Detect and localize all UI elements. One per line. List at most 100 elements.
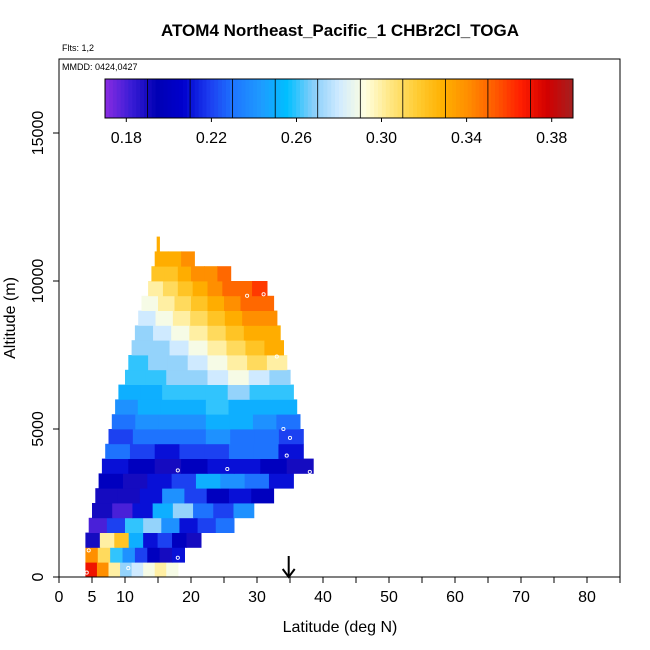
- heatmap-cell: [85, 547, 99, 563]
- heatmap-layers: [85, 236, 314, 578]
- heatmap-cell: [271, 384, 294, 400]
- sample-points: [84, 292, 312, 575]
- colorbar-segment: [276, 79, 281, 118]
- sample-point: [225, 466, 230, 472]
- heatmap-cell: [156, 236, 160, 252]
- colorbar-segment: [378, 79, 383, 118]
- heatmap-cell: [276, 414, 301, 430]
- colorbar-segment: [112, 79, 118, 118]
- colorbar-segment: [518, 79, 523, 118]
- colorbar-segment: [346, 79, 352, 118]
- colorbar-segment: [467, 79, 473, 118]
- heatmap-cell: [154, 251, 169, 267]
- heatmap-cell: [213, 503, 235, 519]
- colorbar-segment: [249, 79, 254, 118]
- heatmap-cell: [137, 399, 162, 415]
- heatmap-cell: [172, 503, 194, 519]
- colorbar-segment: [288, 79, 293, 118]
- colorbar-segment: [280, 79, 285, 118]
- colorbar-segment: [292, 79, 297, 118]
- heatmap-cell: [207, 369, 229, 385]
- colorbar-segment: [495, 79, 500, 118]
- heatmap-cell: [140, 384, 163, 400]
- colorbar-segment: [128, 79, 133, 118]
- heatmap-cell: [95, 488, 119, 504]
- heatmap-cell: [243, 325, 263, 341]
- colorbar-segment: [389, 79, 395, 118]
- colorbar-segment: [233, 79, 239, 118]
- heatmap-cell: [242, 310, 261, 326]
- colorbar-segment: [342, 79, 348, 118]
- sample-point: [86, 548, 91, 553]
- heatmap-cell: [269, 369, 291, 385]
- colorbar-segment: [417, 79, 422, 118]
- colorbar-segment: [105, 79, 110, 118]
- colorbar-segment: [514, 79, 519, 118]
- heatmap-cell: [145, 369, 167, 385]
- colorbar-segment: [350, 79, 356, 118]
- heatmap-cell: [228, 488, 252, 504]
- x-tick-label: 60: [446, 589, 464, 606]
- heatmap-cell: [101, 458, 129, 474]
- colorbar-segment: [487, 79, 492, 118]
- colorbar-segment: [124, 79, 129, 118]
- colorbar-tick-label: 0.22: [196, 130, 227, 147]
- colorbar-segment: [498, 79, 504, 118]
- heatmap-cell: [88, 517, 108, 533]
- colorbar-segment: [296, 79, 301, 118]
- heatmap-cell: [253, 443, 280, 459]
- colorbar-segment: [405, 79, 410, 118]
- colorbar-segment: [284, 79, 289, 118]
- x-tick-label: 0: [55, 589, 64, 606]
- colorbar: 0.18 0.22 0.26 0.30 0.34 0.38: [104, 78, 574, 147]
- colorbar-segment: [475, 79, 480, 118]
- colorbar-segment: [237, 79, 242, 118]
- heatmap-cell: [179, 443, 205, 459]
- heatmap-cell: [191, 266, 205, 282]
- colorbar-segment: [245, 79, 250, 118]
- colorbar-segment: [471, 79, 476, 118]
- colorbar-segment: [225, 79, 231, 118]
- x-tick-label: 30: [248, 589, 266, 606]
- x-tick-label: 50: [380, 589, 398, 606]
- heatmap-cell: [188, 340, 209, 356]
- heatmap-cell: [147, 473, 173, 489]
- colorbar-segment: [147, 79, 153, 118]
- heatmap-cell: [125, 369, 147, 385]
- colorbar-segment: [261, 79, 266, 118]
- colorbar-segment: [303, 79, 309, 118]
- colorbar-segment: [300, 79, 305, 118]
- heatmap-cell: [172, 310, 191, 326]
- x-tick-label: 70: [512, 589, 530, 606]
- heatmap-cell: [224, 295, 242, 311]
- heatmap-cell: [245, 340, 266, 356]
- heatmap-cell: [217, 266, 232, 282]
- colorbar-segment: [436, 79, 441, 118]
- heatmap-cell: [228, 443, 255, 459]
- heatmap-cell: [115, 399, 139, 415]
- heatmap-cell: [172, 547, 185, 563]
- colorbar-segment: [241, 79, 246, 118]
- heatmap-cell: [207, 325, 227, 341]
- heatmap-cell: [266, 355, 288, 371]
- colorbar-segment: [385, 79, 391, 118]
- colorbar-segment: [483, 79, 488, 118]
- colorbar-segment: [151, 79, 157, 118]
- heatmap-cell: [233, 458, 261, 474]
- colorbar-segment: [335, 79, 340, 118]
- heatmap-cell: [122, 547, 136, 563]
- colorbar-segment: [522, 79, 527, 118]
- sample-point: [274, 354, 279, 359]
- heatmap-cell: [251, 488, 275, 504]
- heatmap-cell: [99, 532, 115, 548]
- heatmap-cell: [172, 532, 188, 548]
- heatmap-cell: [228, 369, 250, 385]
- colorbar-frame: [104, 78, 574, 119]
- y-axis: 0 5000 10000 15000: [30, 111, 60, 581]
- heatmap-cell: [154, 458, 182, 474]
- heatmap-cell: [264, 340, 284, 356]
- heatmap-cell: [207, 310, 226, 326]
- heatmap-cell: [205, 384, 229, 400]
- sample-point: [287, 435, 293, 440]
- colorbar-segment: [140, 79, 145, 118]
